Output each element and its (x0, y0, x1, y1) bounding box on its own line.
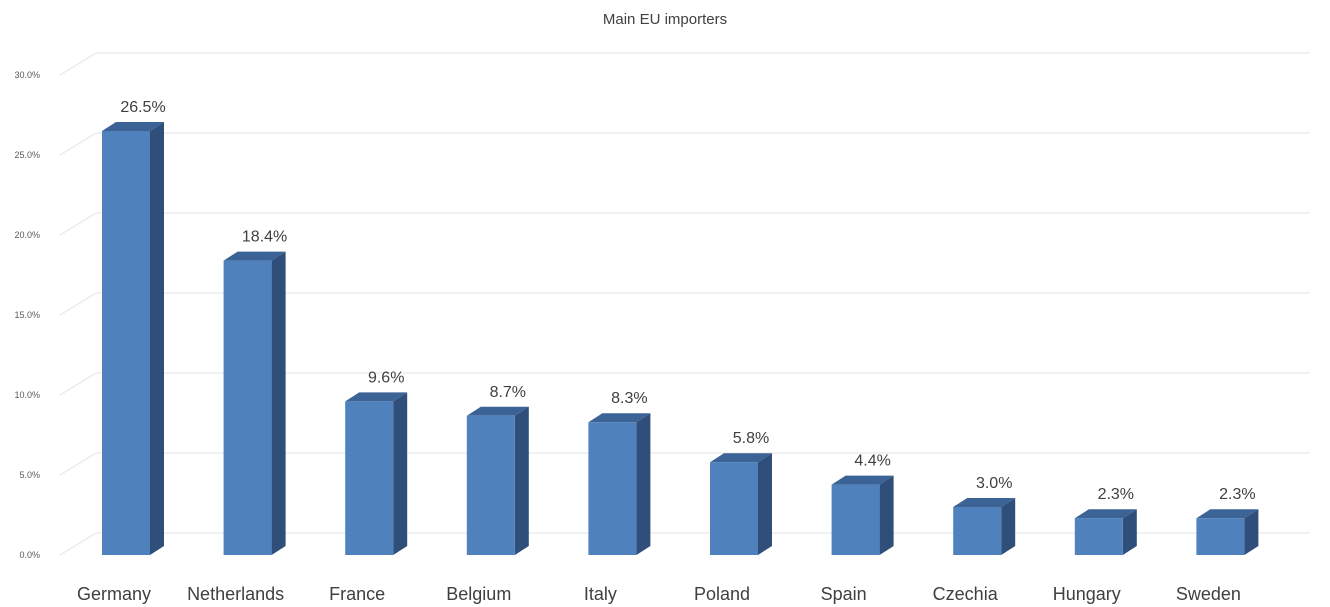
bar-top (710, 453, 772, 463)
gridline (59, 132, 1310, 156)
x-tick-label: Czechia (933, 584, 999, 604)
gridline (59, 212, 1310, 236)
bar-top (345, 392, 408, 402)
bar-front (831, 484, 880, 555)
x-tick-label: Germany (77, 584, 151, 604)
chart-title: Main EU importers (603, 11, 727, 28)
bar-side (514, 406, 529, 555)
bar-side (879, 475, 894, 555)
gridline (59, 452, 1310, 476)
bar-top (223, 251, 286, 261)
data-label: 3.0% (976, 475, 1012, 492)
y-tick-label: 15.0% (14, 310, 40, 320)
bar-france (345, 392, 408, 555)
gridline (59, 372, 1310, 396)
bar-poland (710, 453, 772, 555)
bar-side (1001, 498, 1016, 555)
data-label: 4.4% (854, 453, 890, 470)
x-tick-label: Italy (584, 584, 617, 604)
bar-top (466, 406, 529, 416)
bar-side (636, 413, 651, 555)
bar-side (758, 453, 772, 555)
bar-czechia (953, 498, 1016, 555)
bar-side (393, 392, 408, 555)
bar-top (1196, 509, 1259, 519)
bar-top (588, 413, 651, 423)
bar-netherlands (223, 251, 286, 555)
bar-front (1074, 518, 1123, 555)
bar-top (102, 122, 164, 131)
x-axis-tick-labels: Germany Netherlands France Belgium Italy Pola… (77, 584, 1241, 604)
bar-side (150, 122, 164, 555)
data-label: 2.3% (1219, 486, 1255, 503)
bar-front (345, 401, 394, 555)
data-label: 26.5% (120, 99, 165, 116)
bar-hungary (1074, 509, 1137, 555)
y-tick-label: 0.0% (19, 550, 40, 560)
y-axis-tick-labels: 0.0% 5.0% 10.0% 15.0% 20.0% 25.0% 30.0% (14, 70, 40, 560)
bar-front (102, 131, 150, 555)
bar-front (710, 462, 758, 555)
data-label: 18.4% (242, 229, 287, 246)
data-label: 9.6% (368, 369, 404, 386)
data-labels: 26.5% 18.4% 9.6% 8.7% 8.3% 5.8% 4.4% 3.0% 2.3% 2.… (120, 99, 1255, 503)
gridline (59, 532, 1310, 556)
bar-front (588, 422, 637, 555)
data-label: 8.3% (611, 390, 647, 407)
bar-side (271, 251, 286, 555)
data-label: 5.8% (733, 430, 769, 447)
x-tick-label: France (329, 584, 385, 604)
bar-belgium (466, 406, 529, 555)
bar-front (953, 507, 1002, 555)
bar-top (1074, 509, 1137, 519)
y-tick-label: 30.0% (14, 70, 40, 80)
x-tick-label: Belgium (446, 584, 511, 604)
y-tick-label: 20.0% (14, 230, 40, 240)
bar-front (223, 260, 272, 555)
x-tick-label: Netherlands (187, 584, 284, 604)
bar-side (1244, 509, 1259, 555)
gridlines (59, 52, 1310, 556)
x-tick-label: Spain (821, 584, 867, 604)
x-tick-label: Sweden (1176, 584, 1241, 604)
bar-front (466, 415, 515, 555)
bar-italy (588, 413, 651, 555)
gridline (59, 52, 1310, 76)
bar-sweden (1196, 509, 1259, 555)
gridline (59, 292, 1310, 316)
x-tick-label: Hungary (1053, 584, 1121, 604)
bar-side (1122, 509, 1137, 555)
bar-front (1196, 518, 1245, 555)
data-label: 8.7% (490, 384, 526, 401)
bar-germany (102, 122, 164, 555)
data-label: 2.3% (1098, 486, 1134, 503)
bar-top (953, 498, 1016, 507)
bar-spain (831, 475, 894, 555)
y-tick-label: 10.0% (14, 390, 40, 400)
y-tick-label: 5.0% (19, 470, 40, 480)
bar-top (831, 475, 894, 485)
bars (102, 122, 1259, 555)
x-tick-label: Poland (694, 584, 750, 604)
y-tick-label: 25.0% (14, 150, 40, 160)
